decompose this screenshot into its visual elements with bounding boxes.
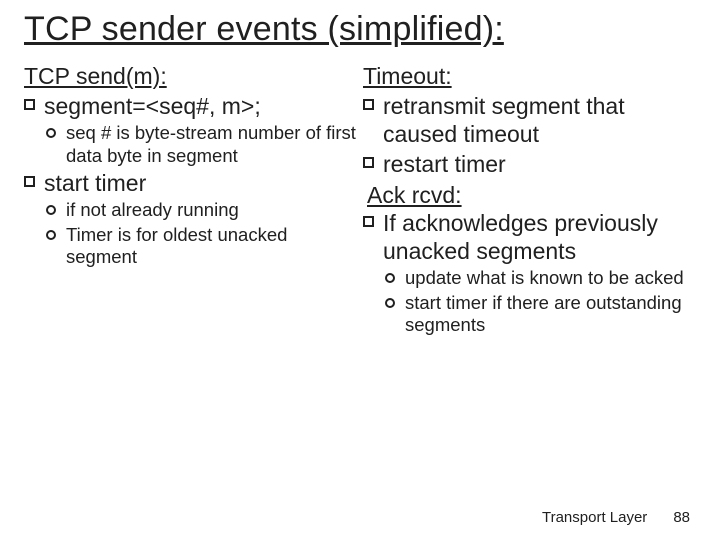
left-item-1: start timer if not already running Timer… [24, 169, 357, 269]
right-ack-item-0-sub: update what is known to be acked start t… [383, 267, 696, 337]
right-ack-item-0-sub-0: update what is known to be acked [383, 267, 696, 290]
left-item-0: segment=<seq#, m>; seq # is byte-stream … [24, 92, 357, 167]
slide-title: TCP sender events (simplified): [24, 10, 696, 49]
left-item-0-text: segment=<seq#, m>; [44, 93, 261, 119]
right-ack-item-0-sub-1: start timer if there are outstanding seg… [383, 292, 696, 337]
right-heading-ack: Ack rcvd: [367, 182, 696, 209]
left-column: TCP send(m): segment=<seq#, m>; seq # is… [24, 63, 357, 339]
left-item-0-sub-0: seq # is byte-stream number of first dat… [44, 122, 357, 167]
left-list: segment=<seq#, m>; seq # is byte-stream … [24, 92, 357, 269]
left-item-1-sub: if not already running Timer is for olde… [44, 199, 357, 269]
right-timeout-item-0: retransmit segment that caused timeout [363, 92, 696, 148]
right-heading-timeout: Timeout: [363, 63, 696, 90]
right-timeout-item-1-text: restart timer [383, 151, 506, 177]
right-column: Timeout: retransmit segment that caused … [363, 63, 696, 339]
right-ack-item-0: If acknowledges previously unacked segme… [363, 209, 696, 337]
left-heading: TCP send(m): [24, 63, 357, 90]
columns: TCP send(m): segment=<seq#, m>; seq # is… [24, 63, 696, 339]
right-list-timeout: retransmit segment that caused timeout r… [363, 92, 696, 178]
right-timeout-item-1: restart timer [363, 150, 696, 178]
left-item-1-text: start timer [44, 170, 146, 196]
left-item-1-sub-0: if not already running [44, 199, 357, 222]
left-item-1-sub-1: Timer is for oldest unacked segment [44, 224, 357, 269]
left-item-0-sub: seq # is byte-stream number of first dat… [44, 122, 357, 167]
right-list-ack: If acknowledges previously unacked segme… [363, 209, 696, 337]
right-timeout-item-0-text: retransmit segment that caused timeout [383, 93, 625, 147]
right-ack-item-0-text: If acknowledges previously unacked segme… [383, 210, 658, 264]
footer: Transport Layer 88 [0, 509, 720, 526]
footer-page: 88 [673, 509, 690, 526]
footer-label: Transport Layer [542, 509, 647, 526]
